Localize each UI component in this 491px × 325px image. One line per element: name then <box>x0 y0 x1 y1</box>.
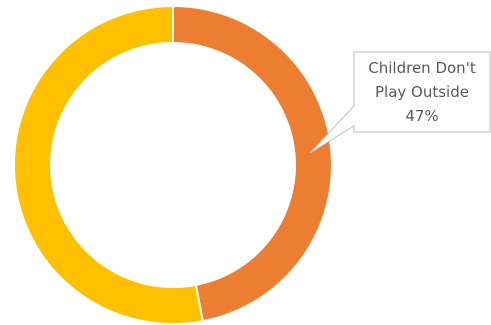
doughnut-slice <box>172 4 333 323</box>
doughnut-slice <box>12 4 204 325</box>
data-label-line-2: Play Outside <box>375 83 469 101</box>
doughnut-slices <box>12 4 333 325</box>
data-label-callout: Children Don't Play Outside 47% <box>309 51 491 154</box>
data-label-line-3: 47% <box>405 107 438 125</box>
callout-box <box>309 51 491 154</box>
data-label-line-1: Children Don't <box>368 59 476 77</box>
